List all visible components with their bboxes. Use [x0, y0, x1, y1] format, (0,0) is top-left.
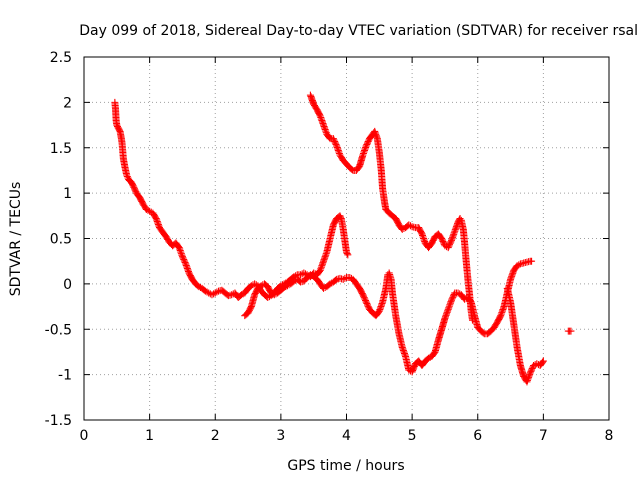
series-arc-2: [241, 257, 536, 376]
x-tick-label: 2: [211, 428, 220, 444]
data-point: [438, 235, 446, 242]
data-point: [364, 301, 371, 309]
data-point: [527, 367, 535, 375]
axis-ticks: 0 1 2 3 4 5 6 7 8 -1.5 -1 -0.5 0 0.5 1 1.5 2 2.5: [45, 50, 614, 444]
data-point: [445, 242, 453, 250]
data-point: [362, 297, 370, 305]
x-tick-label: 4: [342, 428, 351, 444]
grid: [84, 57, 609, 420]
data-point: [449, 292, 457, 300]
y-tick-label: 2: [63, 95, 72, 111]
data-point: [330, 136, 338, 144]
data-point: [332, 140, 340, 148]
data-point: [131, 185, 139, 193]
data-point: [329, 135, 337, 143]
data-point: [331, 139, 339, 147]
y-tick-label: -1: [58, 368, 72, 384]
data-point: [448, 295, 456, 303]
data-point: [446, 239, 454, 247]
data-point: [131, 186, 139, 194]
data-point: [362, 142, 370, 150]
data-point: [567, 327, 575, 335]
data-point: [180, 257, 188, 265]
data-point: [343, 249, 351, 257]
y-tick-label: 0: [63, 277, 72, 293]
data-point: [364, 302, 372, 310]
data-point: [337, 213, 345, 221]
data-points: [111, 91, 575, 386]
data-point: [447, 238, 455, 246]
series-arc-3: [306, 91, 476, 324]
data-point: [213, 288, 221, 296]
x-tick-label: 8: [605, 428, 614, 444]
data-point: [528, 257, 536, 265]
data-point: [364, 138, 372, 146]
data-point: [180, 256, 188, 264]
data-point: [448, 296, 455, 304]
data-point: [364, 139, 371, 147]
data-point: [360, 294, 368, 302]
data-point: [444, 244, 452, 252]
data-point: [339, 275, 347, 283]
y-tick-label: 1: [63, 186, 72, 202]
y-axis-label: SDTVAR / TECUs: [8, 182, 24, 297]
data-point: [446, 241, 454, 249]
y-tick-label: 0.5: [50, 232, 72, 248]
y-tick-label: 1.5: [50, 141, 72, 157]
data-point: [359, 291, 367, 299]
data-point: [178, 253, 186, 261]
data-point: [123, 171, 131, 179]
y-tick-label: -0.5: [45, 322, 72, 338]
data-point: [515, 261, 523, 269]
x-tick-label: 5: [408, 428, 417, 444]
data-point: [528, 364, 536, 372]
data-point: [360, 292, 368, 300]
data-point: [361, 295, 369, 303]
x-tick-label: 7: [539, 428, 548, 444]
x-tick-label: 0: [80, 428, 89, 444]
x-axis-label: GPS time / hours: [287, 458, 404, 474]
series-arc-4: [503, 284, 547, 386]
data-point: [129, 182, 137, 190]
data-point: [449, 293, 457, 301]
series-arc-5: [564, 327, 575, 335]
data-point: [539, 358, 547, 366]
data-point: [179, 254, 187, 262]
x-tick-label: 6: [473, 428, 482, 444]
data-point: [539, 357, 547, 365]
series-arc-1: [111, 98, 352, 301]
data-point: [331, 138, 339, 146]
chart-title: Day 099 of 2018, Sidereal Day-to-day VTE…: [79, 23, 638, 39]
data-point: [181, 258, 189, 266]
data-point: [528, 366, 536, 374]
data-point: [130, 183, 138, 191]
data-point: [363, 299, 371, 307]
data-point: [469, 316, 476, 324]
y-tick-label: -1.5: [45, 413, 72, 429]
data-point: [362, 298, 370, 306]
data-point: [439, 237, 447, 245]
data-point: [440, 239, 448, 247]
data-point: [123, 172, 131, 180]
data-point: [341, 274, 349, 282]
data-point: [146, 207, 154, 215]
data-point: [526, 369, 534, 377]
data-point: [438, 236, 446, 244]
data-point: [363, 140, 371, 148]
x-tick-label: 3: [276, 428, 285, 444]
data-point: [406, 222, 414, 230]
x-tick-label: 1: [145, 428, 154, 444]
y-tick-label: 2.5: [50, 50, 72, 66]
data-point: [344, 251, 352, 259]
